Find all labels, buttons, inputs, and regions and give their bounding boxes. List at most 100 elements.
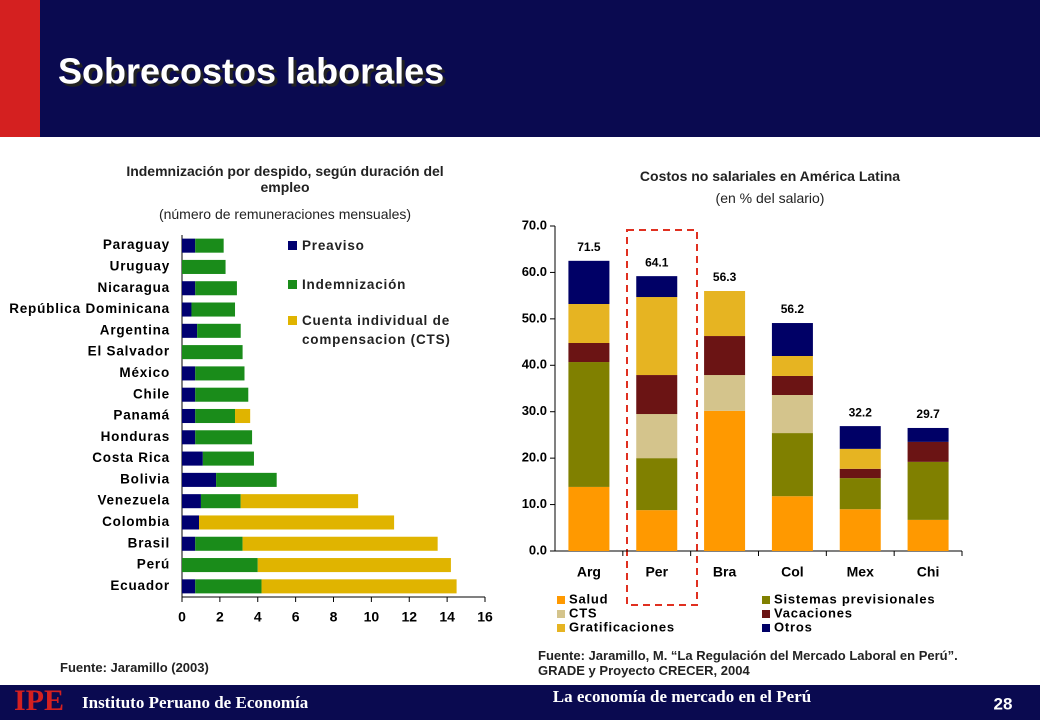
legend-swatch (557, 596, 565, 604)
legend-label: Cuenta individual de compensacion (CTS) (302, 313, 451, 347)
bar-segment (568, 260, 610, 304)
header-accent (0, 0, 40, 137)
x-tick-label: 16 (477, 609, 493, 625)
category-label: Chile (133, 386, 170, 401)
bar-segment (636, 458, 678, 511)
legend-swatch (288, 280, 297, 289)
legend-label: Gratificaciones (569, 619, 675, 634)
bar-segment (839, 426, 881, 449)
bar-segment (771, 496, 813, 551)
bar-segment (182, 259, 226, 274)
legend-swatch (557, 624, 565, 632)
bar-segment (636, 414, 678, 459)
x-tick-label: 2 (216, 609, 224, 625)
bar-segment (568, 486, 610, 551)
x-tick-label: 4 (254, 609, 262, 625)
legend-label: Sistemas previsionales (774, 591, 935, 606)
category-label: Brasil (128, 535, 170, 550)
total-label: 64.1 (645, 255, 669, 269)
bar-segment (182, 451, 203, 466)
bar-segment (182, 579, 196, 594)
legend-label: Otros (774, 619, 813, 634)
y-tick-label: 0.0 (529, 542, 547, 557)
chart1-title: Indemnización por despido, según duració… (126, 163, 444, 195)
header (0, 0, 1040, 137)
y-tick-label: 70.0 (522, 217, 547, 232)
total-label: 71.5 (577, 240, 601, 254)
legend-label: Preaviso (302, 238, 365, 253)
legend-swatch (288, 316, 297, 325)
legend-label: Indemnización (302, 277, 407, 292)
x-tick-label: 6 (292, 609, 300, 625)
category-label: El Salvador (88, 344, 170, 359)
bar-segment (182, 345, 243, 360)
bar-segment (568, 343, 610, 363)
bar-segment (200, 494, 241, 509)
bar-segment (636, 276, 678, 298)
bar-segment (182, 408, 196, 424)
legend-swatch (288, 241, 297, 250)
bar-segment (182, 281, 196, 296)
legend-swatch (557, 610, 565, 618)
legend-swatch (762, 624, 770, 632)
total-label: 32.2 (849, 405, 873, 419)
bar-segment (771, 323, 813, 356)
bar-segment (195, 238, 224, 253)
category-label: Uruguay (110, 259, 170, 274)
bar-segment (182, 494, 201, 509)
category-label: Colombia (102, 514, 170, 529)
x-tick-label: 14 (439, 609, 455, 625)
bar-segment (257, 558, 451, 573)
bar-segment (182, 430, 196, 445)
category-label: Argentina (100, 322, 170, 337)
y-tick-label: 10.0 (522, 496, 547, 511)
category-label: Nicaragua (98, 280, 170, 295)
category-label: Venezuela (98, 493, 171, 508)
bar-segment (195, 387, 249, 402)
bar-segment (182, 515, 200, 530)
y-tick-label: 50.0 (522, 310, 547, 325)
chart2-subtitle: (en % del salario) (715, 190, 825, 206)
institute: Instituto Peruano de Economía (82, 693, 309, 712)
bar-segment (907, 519, 949, 551)
category-label: Arg (577, 564, 601, 580)
bar-segment (191, 302, 236, 317)
title: Sobrecostos laborales (58, 51, 444, 92)
bar-segment (704, 291, 746, 337)
bar-segment (704, 336, 746, 376)
total-label: 29.7 (916, 407, 940, 421)
tagline: La economía de mercado en el Perú (553, 687, 811, 706)
category-label: Bolivia (120, 471, 170, 486)
title-shadow: Sobrecostos laborales (61, 54, 447, 95)
bar-segment (195, 579, 262, 594)
category-label: Bra (713, 564, 737, 580)
bar-segment (195, 430, 253, 445)
legend-swatch (762, 610, 770, 618)
bar-segment (182, 558, 258, 573)
bar-segment (197, 323, 241, 338)
bar-segment (182, 472, 217, 487)
logo: IPE (14, 684, 64, 717)
footer (0, 685, 1040, 720)
bar-segment (199, 515, 395, 530)
y-tick-label: 20.0 (522, 450, 547, 465)
x-tick-label: 8 (330, 609, 338, 625)
category-label: Ecuador (110, 578, 170, 593)
bar-segment (216, 472, 277, 487)
x-tick-label: 10 (364, 609, 380, 625)
bar-segment (195, 366, 245, 381)
legend-label: CTS (569, 605, 597, 620)
bar-segment (242, 536, 438, 551)
category-label: México (119, 365, 170, 380)
category-label: Per (645, 564, 668, 580)
chart2-source: Fuente: Jaramillo, M. “La Regulación del… (538, 648, 958, 678)
bar-segment (771, 375, 813, 395)
bar-segment (771, 356, 813, 376)
bar-segment (839, 448, 881, 469)
chart2-title: Costos no salariales en América Latina (639, 168, 901, 184)
bar-segment (235, 408, 251, 424)
bar-segment (704, 375, 746, 411)
y-tick-label: 30.0 (522, 403, 547, 418)
